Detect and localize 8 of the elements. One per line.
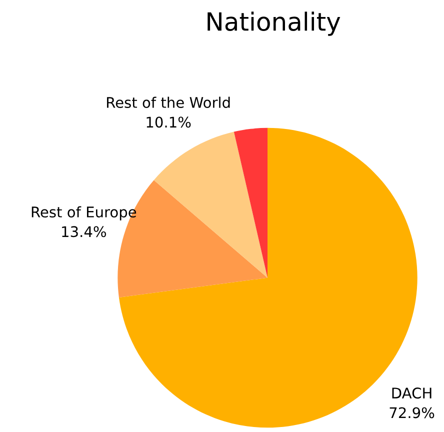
pie-slice — [154, 132, 268, 278]
pie-slice — [234, 128, 268, 278]
slice-label: DACH — [392, 388, 432, 399]
slice-label: Rest of the World — [107, 96, 230, 108]
data-label: 10.1% — [146, 116, 191, 128]
data-label: 13.4% — [62, 226, 106, 238]
data-label: 72.9% — [390, 407, 434, 418]
chart-title: Nationality — [208, 12, 340, 36]
